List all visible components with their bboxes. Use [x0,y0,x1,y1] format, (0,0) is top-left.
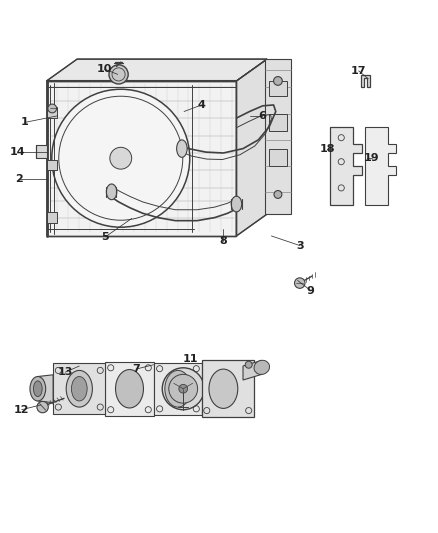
Text: 11: 11 [183,354,198,364]
Polygon shape [46,81,237,236]
Polygon shape [35,145,46,158]
Circle shape [179,384,187,393]
Text: 18: 18 [320,144,335,155]
Text: 9: 9 [307,286,314,295]
Text: 8: 8 [219,236,227,246]
Polygon shape [330,127,362,205]
Polygon shape [38,375,53,403]
Circle shape [274,190,282,198]
Ellipse shape [33,381,42,397]
Text: 1: 1 [21,117,28,127]
Circle shape [52,89,190,227]
Ellipse shape [106,184,117,200]
Bar [269,81,287,96]
Polygon shape [365,127,396,205]
Polygon shape [53,364,106,414]
Text: 17: 17 [351,66,367,76]
Ellipse shape [209,369,238,408]
Ellipse shape [30,376,46,401]
Bar [269,114,287,131]
Bar [269,149,287,166]
Text: 14: 14 [10,147,25,157]
Text: 6: 6 [258,111,266,121]
Polygon shape [243,360,262,380]
Ellipse shape [231,196,242,212]
Circle shape [48,104,57,113]
Bar [46,107,57,118]
Polygon shape [46,59,267,81]
Polygon shape [361,75,370,87]
Text: 2: 2 [15,174,23,184]
Ellipse shape [66,370,92,407]
Ellipse shape [165,370,191,407]
Bar [46,212,57,223]
Circle shape [294,278,305,288]
Polygon shape [201,360,254,417]
Text: 5: 5 [102,232,110,242]
Ellipse shape [177,140,187,157]
Text: 3: 3 [296,240,304,251]
Circle shape [110,147,132,169]
Circle shape [274,77,283,85]
Circle shape [162,368,204,410]
Polygon shape [265,59,291,214]
Circle shape [37,401,48,413]
Text: 12: 12 [14,405,29,415]
Circle shape [109,65,128,84]
Text: 19: 19 [364,153,380,163]
Text: 10: 10 [97,64,112,74]
Polygon shape [237,59,267,236]
Polygon shape [154,362,201,415]
Ellipse shape [71,376,87,401]
Ellipse shape [116,369,144,408]
Circle shape [245,361,252,368]
Text: 13: 13 [58,367,73,377]
Circle shape [169,374,198,403]
Text: 4: 4 [198,100,205,110]
Polygon shape [106,362,153,416]
Text: 7: 7 [132,364,140,374]
Bar [46,159,57,171]
Ellipse shape [254,360,269,375]
